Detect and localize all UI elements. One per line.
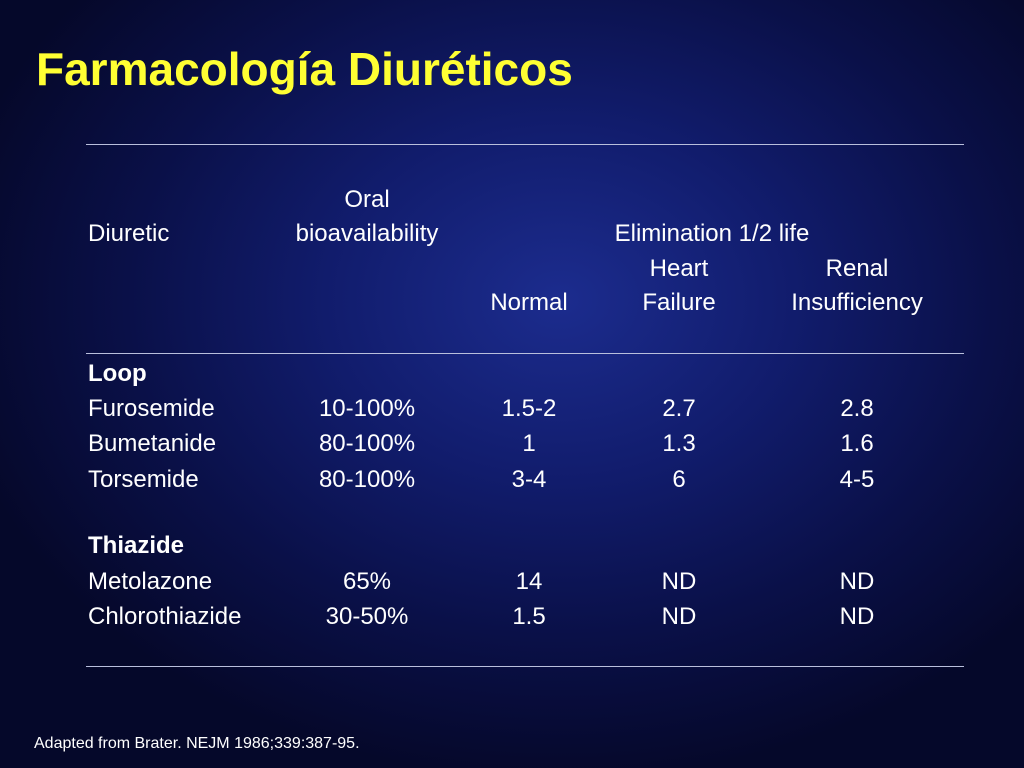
cell-renal-insufficiency: 1.6 [840, 430, 874, 457]
cell-normal: 3-4 [511, 466, 547, 493]
cell-bioavailability: 30-50% [325, 603, 409, 630]
header-failure: Failure [642, 289, 716, 316]
cell-diuretic-name: Metolazone [88, 568, 213, 595]
cell-normal: 1.5 [512, 603, 546, 630]
cell-heart-failure: ND [661, 568, 697, 595]
slide-title: Farmacología Diuréticos [36, 43, 573, 95]
cell-renal-insufficiency: 2.8 [840, 395, 874, 422]
cell-heart-failure: ND [661, 603, 697, 630]
group-label-thiazide: Thiazide [88, 532, 185, 559]
table-bottom-rule [86, 666, 964, 667]
cell-renal-insufficiency: 4-5 [839, 466, 875, 493]
cell-bioavailability: 65% [342, 568, 392, 595]
group-label-loop: Loop [88, 360, 147, 387]
header-diuretic: Diuretic [88, 220, 170, 247]
cell-bioavailability: 10-100% [318, 395, 416, 422]
cell-diuretic-name: Torsemide [88, 466, 199, 493]
cell-heart-failure: 1.3 [662, 430, 696, 457]
cell-normal: 14 [515, 568, 543, 595]
cell-heart-failure: 2.7 [662, 395, 696, 422]
header-normal: Normal [490, 289, 568, 316]
cell-normal: 1 [522, 430, 536, 457]
header-renal: Renal [825, 255, 889, 282]
source-footnote: Adapted from Brater. NEJM 1986;339:387-9… [34, 735, 360, 752]
table-header-rule [86, 353, 964, 354]
cell-normal: 1.5-2 [501, 395, 557, 422]
header-elimination-half-life: Elimination 1/2 life [614, 220, 810, 247]
header-oral: Oral [344, 186, 390, 213]
header-bioavailability: bioavailability [295, 220, 439, 247]
cell-heart-failure: 6 [672, 466, 686, 493]
cell-renal-insufficiency: ND [839, 603, 875, 630]
cell-diuretic-name: Chlorothiazide [88, 603, 242, 630]
header-heart: Heart [649, 255, 709, 282]
cell-diuretic-name: Bumetanide [88, 430, 217, 457]
header-insufficiency: Insufficiency [791, 289, 923, 316]
cell-bioavailability: 80-100% [318, 466, 416, 493]
cell-renal-insufficiency: ND [839, 568, 875, 595]
cell-bioavailability: 80-100% [318, 430, 416, 457]
cell-diuretic-name: Furosemide [88, 395, 215, 422]
table-top-rule [86, 144, 964, 145]
